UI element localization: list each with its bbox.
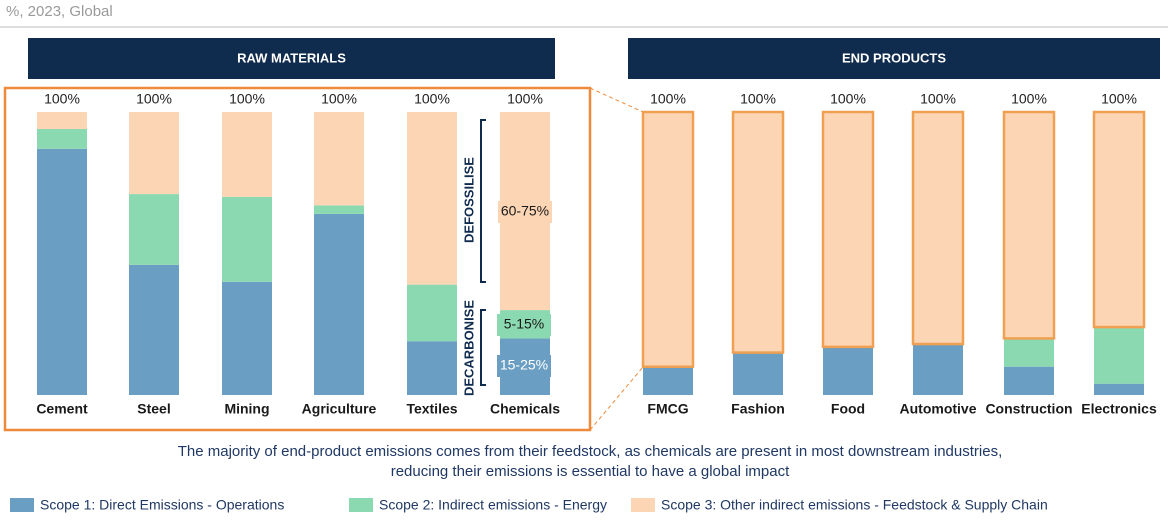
bar-segment [823,346,873,395]
subtitle: %, 2023, Global [6,3,113,20]
panel-title: RAW MATERIALS [237,50,346,65]
highlight-box [3,86,592,432]
total-label: 100% [650,91,686,107]
bar-segment [314,112,364,206]
bar-segment [129,112,179,195]
caption: The majority of end-product emissions co… [178,443,1003,460]
bar-segment [1092,110,1146,329]
x-tick-label: Chemicals [490,401,560,417]
bar-segment [37,148,87,395]
bar-segment [731,110,785,354]
bar-segment [643,366,693,395]
annotation-box [497,355,551,377]
x-tick-label: Construction [985,401,1072,417]
legend-label: Scope 2: Indirect emissions - Energy [379,497,607,513]
panel-header [28,38,555,79]
total-label: 100% [507,91,543,107]
x-tick-label: Automotive [900,401,977,417]
bar-segment [314,213,364,395]
panel-header [628,38,1160,79]
x-tick-label: Food [831,401,865,417]
bar-segment [37,112,87,129]
bar-segment [821,110,875,349]
bar-segment [37,128,87,149]
bar-segment [911,110,965,346]
bar-segment [641,110,695,368]
bar-segment [1094,383,1144,395]
x-tick-label: Steel [137,401,170,417]
bar-segment [1002,110,1056,340]
bar-segment [314,205,364,214]
total-label: 100% [1011,91,1047,107]
bar-segment [913,344,963,395]
bracket [480,119,486,283]
bar-segment [407,341,457,395]
annotation: 60-75% [501,203,549,219]
total-label: 100% [136,91,172,107]
annotation: DECARBONISE [461,300,476,396]
bar-segment [407,284,457,342]
annotation-box [497,314,551,336]
legend-swatch [349,498,373,512]
x-tick-label: Fashion [731,401,785,417]
x-tick-label: Mining [224,401,269,417]
caption: reducing their emissions is essential to… [391,463,790,480]
connector [589,87,644,113]
total-label: 100% [229,91,265,107]
total-label: 100% [830,91,866,107]
bracket [480,309,486,386]
x-tick-label: Electronics [1081,401,1157,417]
bar-segment [1004,338,1054,367]
annotation-box [498,201,552,223]
annotation: DEFOSSILISE [461,157,476,243]
total-label: 100% [414,91,450,107]
total-label: 100% [740,91,776,107]
annotation: 15-25% [500,357,548,373]
x-tick-label: Cement [36,401,88,417]
total-label: 100% [44,91,80,107]
x-tick-label: Agriculture [302,401,377,417]
legend-swatch [10,498,34,512]
bar-segment [129,264,179,395]
x-tick-label: Textiles [406,401,457,417]
legend-swatch [631,498,655,512]
bar-segment [1094,327,1144,384]
legend-label: Scope 1: Direct Emissions - Operations [40,497,284,513]
bar-segment [222,196,272,282]
annotation: 5-15% [504,316,544,332]
total-label: 100% [1101,91,1137,107]
x-tick-label: FMCG [647,401,688,417]
bar-segment [733,352,783,395]
bar-segment [222,112,272,197]
bar-segment [407,112,457,285]
bar-segment [222,281,272,395]
total-label: 100% [920,91,956,107]
legend-label: Scope 3: Other indirect emissions - Feed… [661,497,1048,513]
total-label: 100% [321,91,357,107]
bar-segment [129,194,179,265]
panel-title: END PRODUCTS [842,50,946,65]
connector [589,366,644,431]
bar-segment [1004,366,1054,395]
